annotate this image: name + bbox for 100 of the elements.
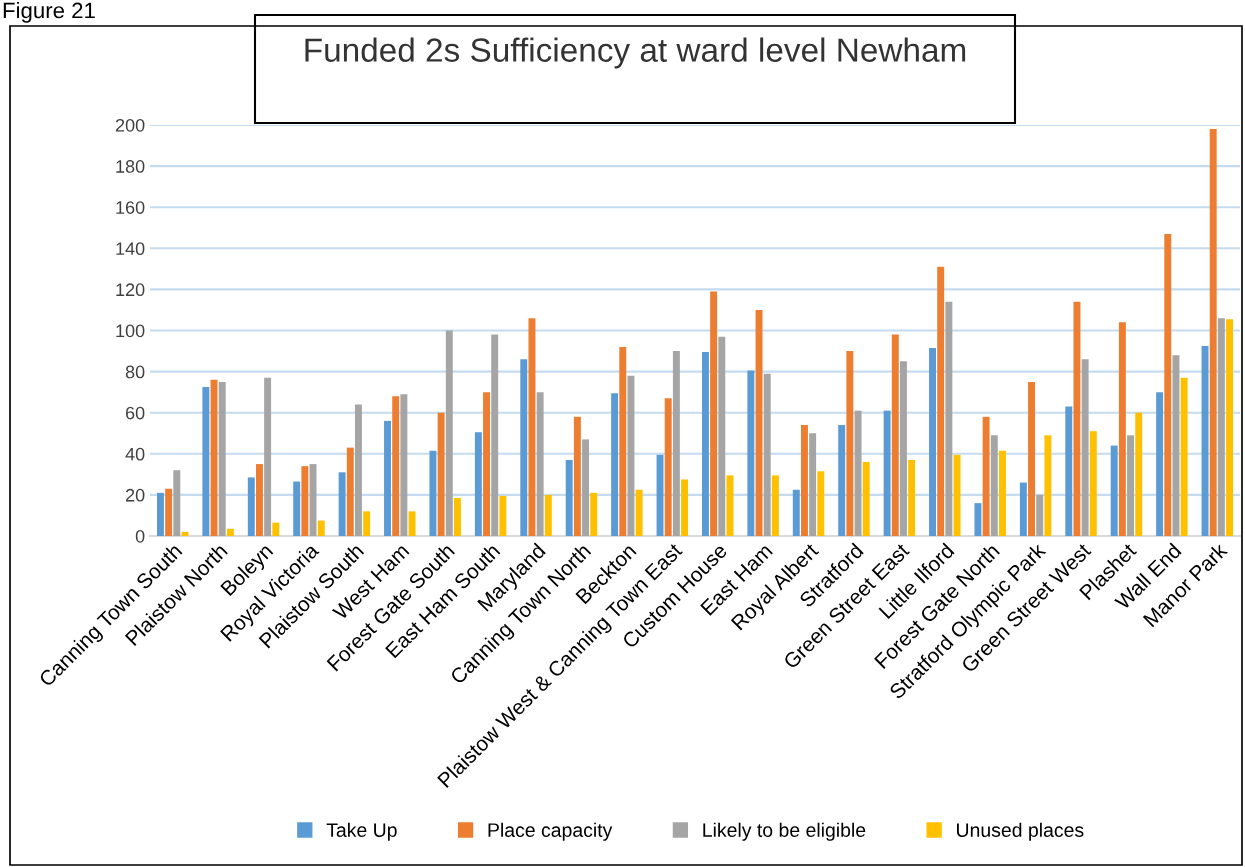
bar [247,477,255,536]
bar [681,479,689,536]
bar [619,346,627,536]
bar [1180,377,1188,536]
y-tick-label: 180 [116,160,145,173]
legend-label: Likely to be eligible [703,822,866,841]
bar [672,351,680,536]
bar [664,398,672,536]
bar [1164,233,1172,536]
bar [1044,435,1052,536]
bar [499,495,507,536]
bar [747,370,755,536]
bar [384,420,391,536]
bar [392,396,400,536]
bar [1209,129,1217,536]
bar [1118,322,1126,536]
y-tick-label: 140 [116,242,145,256]
bar [1073,301,1081,536]
bar [1201,345,1209,536]
bar [701,352,709,536]
bar [528,318,536,536]
bar [611,393,619,536]
bar [173,470,181,536]
bar [363,511,371,536]
bar [317,520,325,536]
bar [908,459,916,536]
bar [846,351,854,536]
bar [309,464,317,536]
bar [862,462,870,536]
caption: Figure 21 [3,2,95,23]
bar [520,359,528,536]
bar [544,494,552,536]
bar [945,301,953,536]
bar [1089,431,1097,536]
y-tick-label: 80 [125,365,145,379]
y-tick-label: 20 [125,488,145,502]
legend-label: Place capacity [488,822,613,841]
bar [573,416,581,536]
bar [1110,445,1118,536]
bar [565,459,573,536]
bar [1028,381,1036,536]
bar [301,466,309,536]
bar [763,373,771,536]
bar [454,497,461,536]
bar [974,503,982,536]
bar [264,377,272,536]
y-tick-label: 0 [135,529,145,543]
bar [1156,392,1164,536]
bar [491,334,499,536]
bar [408,511,416,536]
bar [354,404,362,536]
bar [1065,406,1073,536]
bar [226,528,234,536]
bar [483,392,491,536]
y-tick-label: 160 [116,201,145,214]
bar [338,472,346,536]
bar [272,522,280,536]
bar [838,425,846,536]
bar [726,475,734,536]
bar [1217,318,1225,536]
bar [953,454,961,536]
y-tick-label: 200 [115,118,145,132]
bar [755,309,763,536]
bar [883,410,891,536]
legend-label: Unused places [957,822,1084,841]
chart-title: Funded 2s Sufficiency at ward level Newham [305,37,966,69]
bar [165,488,173,536]
bar [218,381,226,536]
y-tick-label: 120 [116,283,145,297]
bar [1127,435,1135,536]
bar [156,492,164,536]
bar [429,450,437,536]
bar [817,471,825,536]
bar [982,416,990,536]
bar [809,433,817,536]
bar [627,375,635,536]
bar [899,361,907,536]
y-tick-label: 40 [125,447,145,461]
bar [771,475,779,536]
bar [718,336,726,536]
bar [999,450,1006,536]
bar [937,266,945,536]
bar [1226,319,1234,536]
bar [1036,494,1044,536]
bar [635,489,643,536]
legend-label: Take Up [326,822,397,841]
bar [656,454,664,536]
bar [255,464,263,536]
bar [210,379,218,536]
bar [346,447,354,536]
bar [800,425,808,536]
bar [854,410,862,536]
bar [1172,355,1180,536]
bar [929,347,936,536]
bar [445,330,453,536]
bar [474,432,482,536]
bar [1019,482,1027,536]
bar [400,394,408,536]
bar [293,481,301,536]
y-tick-label: 100 [116,324,145,338]
